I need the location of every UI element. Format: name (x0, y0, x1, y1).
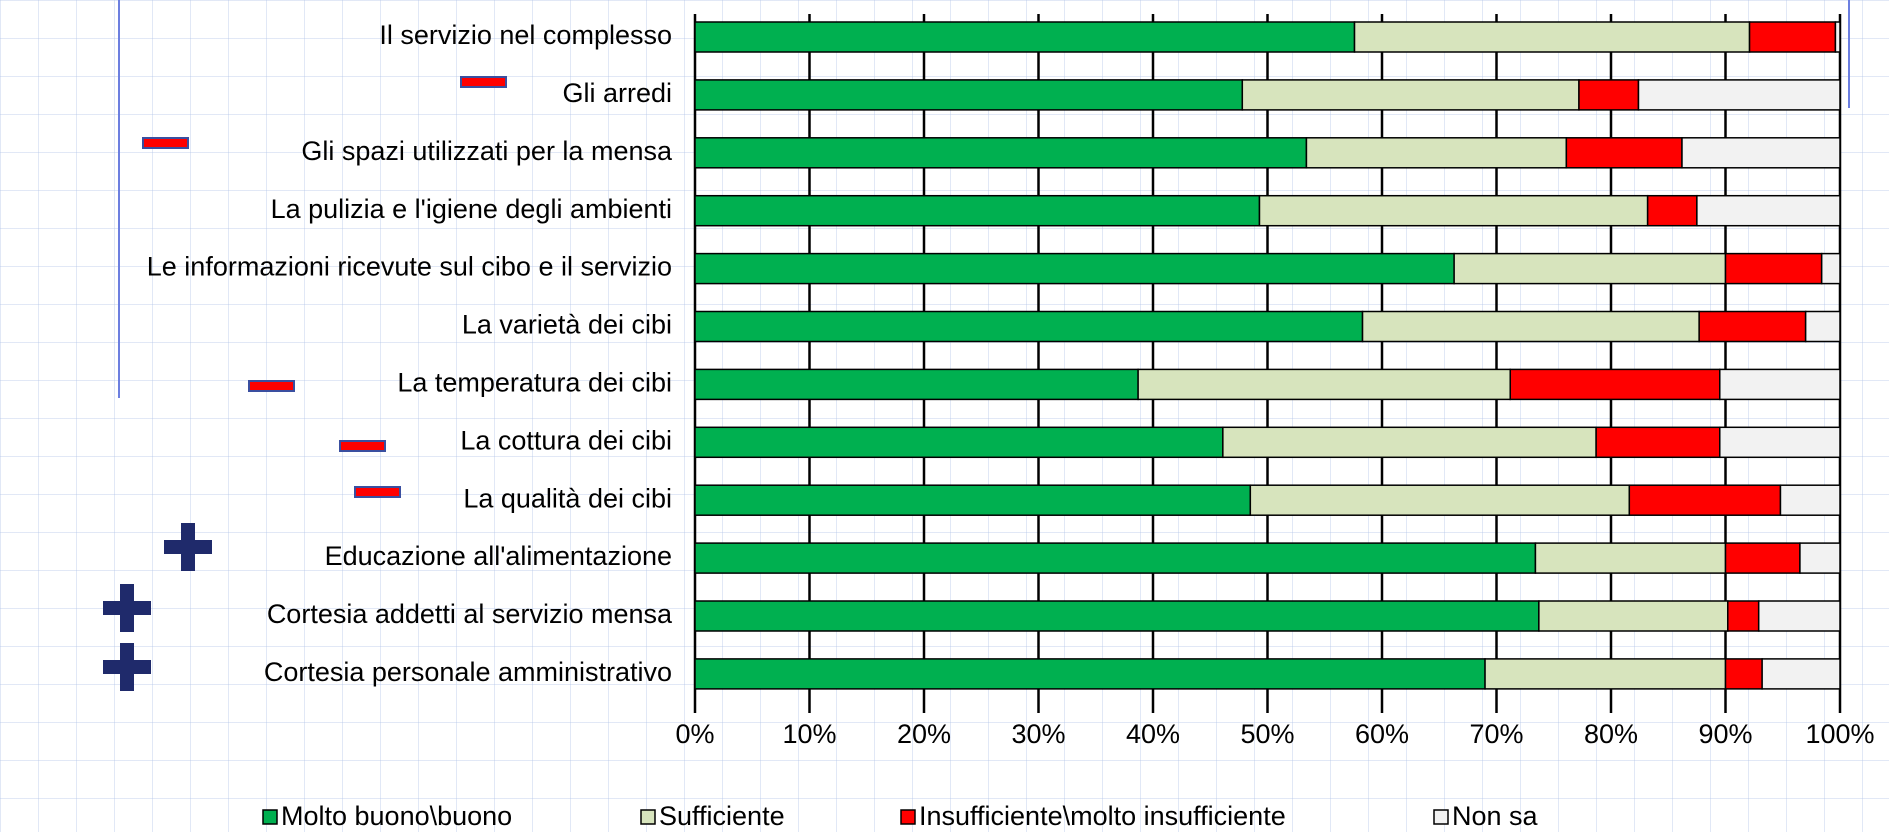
y-tick-label: Cortesia addetti al servizio mensa (267, 599, 673, 629)
minus-icon (339, 440, 386, 452)
x-tick-label: 40% (1126, 719, 1180, 749)
minus-icon (354, 486, 401, 498)
x-tick-label: 80% (1584, 719, 1638, 749)
bar-segment (1241, 79, 1580, 111)
bar-segment (1724, 542, 1801, 574)
bar-segment (1637, 79, 1841, 111)
bar-segment (694, 368, 1139, 401)
bar-segment (1696, 194, 1841, 227)
bar-segment (1305, 137, 1568, 169)
bar-segment (1834, 21, 1841, 53)
bar-segment (1757, 600, 1841, 632)
bar-segment (694, 137, 1308, 169)
bar-segment (694, 426, 1224, 459)
x-tick-label: 30% (1011, 719, 1065, 749)
bar-segment (694, 542, 1537, 574)
x-tick-label: 50% (1240, 719, 1294, 749)
bar-segment (1727, 600, 1760, 632)
bar-segment (1249, 484, 1631, 516)
plus-icon (103, 643, 151, 691)
bar-segment (694, 658, 1486, 690)
bar-segment (1222, 426, 1597, 459)
y-tick-label: Gli arredi (562, 78, 672, 108)
x-tick-label: 10% (782, 719, 836, 749)
bar-segment (1820, 252, 1841, 285)
bar-segment (1484, 658, 1727, 690)
bar-segment (694, 600, 1540, 632)
legend-swatch (262, 809, 278, 825)
bar-segment (1538, 600, 1729, 632)
minus-signs (142, 76, 507, 498)
x-tick-label: 70% (1469, 719, 1523, 749)
bar-segment (694, 484, 1252, 516)
bar-segment (1137, 368, 1511, 401)
y-tick-label: La varietà dei cibi (462, 310, 672, 340)
x-tick-label: 90% (1698, 719, 1752, 749)
y-tick-label: Educazione all'alimentazione (325, 541, 672, 571)
bar-segment (694, 79, 1244, 111)
y-tick-label: La pulizia e l'igiene degli ambienti (271, 194, 672, 224)
bar-segment (1719, 368, 1841, 401)
bar-segment (1534, 542, 1727, 574)
plus-icon (164, 523, 212, 571)
minus-icon (248, 380, 295, 392)
plus-signs (103, 523, 212, 691)
bar-segment (1578, 79, 1640, 111)
bar-segment (1565, 137, 1683, 169)
bar-segment (694, 194, 1261, 227)
y-tick-label: La cottura dei cibi (460, 425, 672, 455)
y-tick-label: Il servizio nel complesso (379, 20, 672, 50)
bar-segment (1724, 658, 1763, 690)
bar-segment (694, 21, 1356, 53)
x-tick-label: 100% (1805, 719, 1874, 749)
bar-segment (1646, 194, 1698, 227)
legend-swatch (1433, 809, 1449, 825)
y-tick-label: Cortesia personale amministrativo (264, 657, 672, 687)
legend-label: Insufficiente\molto insufficiente (919, 801, 1286, 831)
y-tick-label: La qualità dei cibi (463, 483, 672, 513)
bar-segment (1628, 484, 1782, 516)
bar-segment (694, 252, 1455, 285)
bar-segment (1595, 426, 1721, 459)
minus-icon (460, 76, 507, 88)
bar-segment (1719, 426, 1841, 459)
legend-swatch (640, 809, 656, 825)
bar-segment (694, 310, 1364, 343)
bar-segment (1509, 368, 1721, 401)
bar-segment (1804, 310, 1841, 343)
x-tick-label: 60% (1355, 719, 1409, 749)
legend-label: Molto buono\buono (281, 801, 512, 831)
bar-segment (1361, 310, 1700, 343)
y-tick-label: Le informazioni ricevute sul cibo e il s… (147, 252, 672, 282)
bar-segment (1748, 21, 1837, 53)
bar-segment (1698, 310, 1807, 343)
bar-segment (1453, 252, 1727, 285)
bar-segment (1799, 542, 1841, 574)
plus-icon (103, 584, 151, 632)
y-tick-label: Gli spazi utilizzati per la mensa (301, 136, 673, 166)
y-tick-label: La temperatura dei cibi (397, 368, 672, 398)
legend-swatch (900, 809, 916, 825)
minus-icon (142, 137, 189, 149)
legend-label: Non sa (1452, 801, 1539, 831)
bar-segment (1761, 658, 1841, 690)
bar-segment (1681, 137, 1841, 169)
x-tick-label: 20% (897, 719, 951, 749)
bar-segment (1724, 252, 1823, 285)
bar-segment (1779, 484, 1841, 516)
x-tick-label: 0% (675, 719, 714, 749)
bar-segment (1353, 21, 1751, 53)
legend-label: Sufficiente (659, 801, 785, 831)
bar-segment (1258, 194, 1649, 227)
